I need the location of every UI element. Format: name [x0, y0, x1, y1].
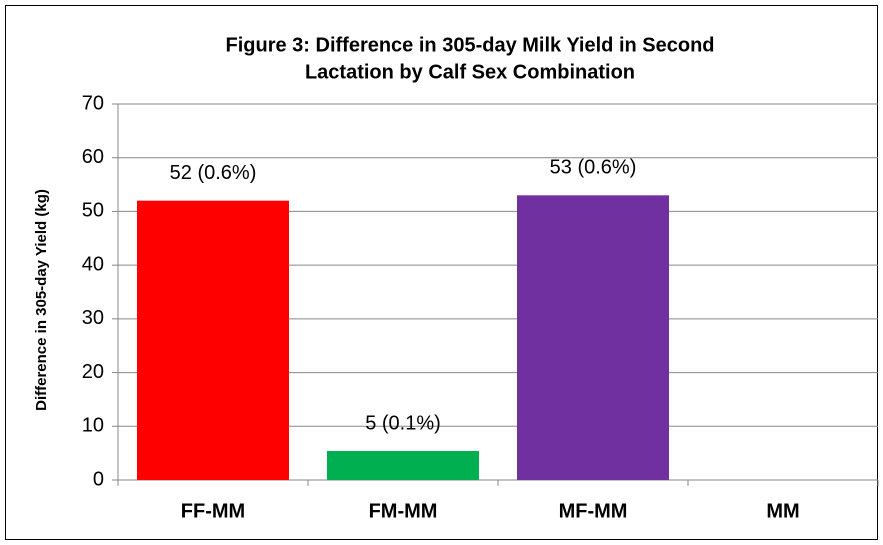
y-tick-label: 10: [82, 415, 104, 437]
y-tick-label: 60: [82, 146, 104, 168]
data-label: 53 (0.6%): [550, 157, 637, 179]
y-tick-label: 70: [82, 92, 104, 114]
y-tick-label: 40: [82, 253, 104, 275]
bar: [517, 195, 669, 481]
y-tick-label: 50: [82, 200, 104, 222]
y-axis-label: Difference in 305-day Yield (kg): [33, 189, 50, 411]
y-tick-label: 30: [82, 307, 104, 329]
x-tick-label: FM-MM: [369, 500, 438, 522]
bar: [327, 450, 479, 480]
chart-title: Figure 3: Difference in 305-day Milk Yie…: [225, 34, 714, 56]
y-tick-label: 20: [82, 361, 104, 383]
x-tick-label: FF-MM: [181, 500, 245, 522]
data-label: 5 (0.1%): [365, 412, 441, 434]
y-tick-label: 0: [93, 468, 104, 490]
x-tick-label: MF-MM: [559, 500, 628, 522]
bar: [137, 200, 289, 480]
data-label: 52 (0.6%): [170, 162, 257, 184]
x-tick-label: MM: [766, 500, 799, 522]
chart-title: Lactation by Calf Sex Combination: [305, 61, 635, 83]
